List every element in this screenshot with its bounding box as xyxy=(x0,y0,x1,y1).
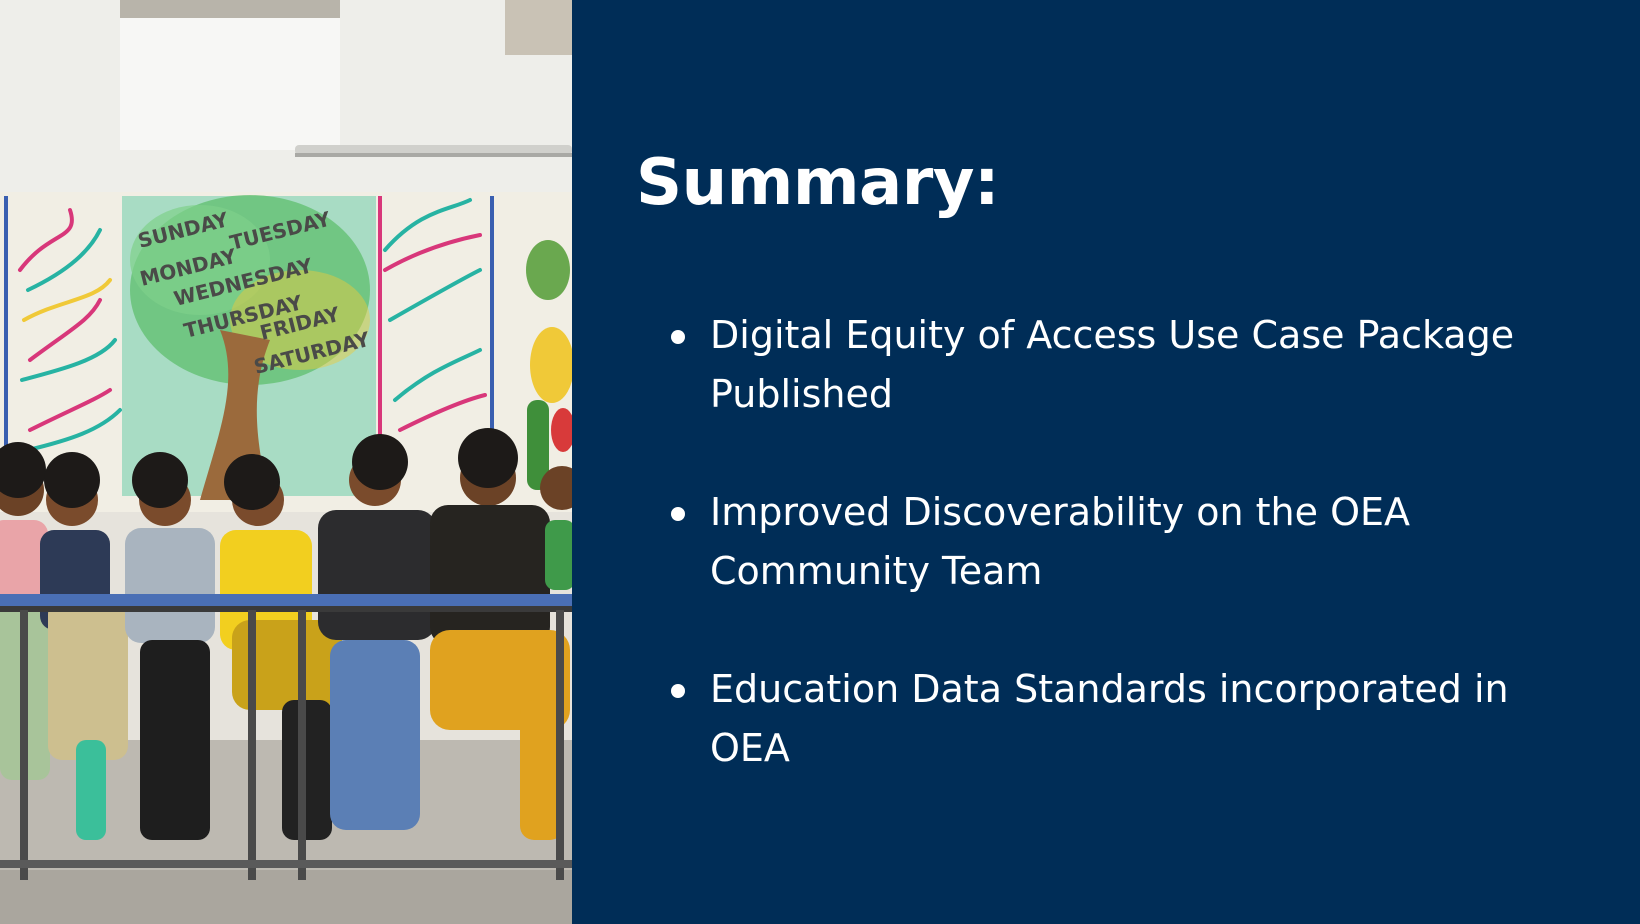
summary-list: Digital Equity of Access Use Case Packag… xyxy=(636,306,1596,837)
students-photo: SUNDAY MONDAY TUESDAY WEDNESDAY THURSDAY… xyxy=(0,0,572,924)
bullet-dot-icon xyxy=(671,330,685,344)
bullet-dot-icon xyxy=(671,684,685,698)
summary-bullet-text: Education Data Standards incorporated in… xyxy=(710,667,1509,770)
summary-bullet: Education Data Standards incorporated in… xyxy=(636,660,1596,778)
summary-bullet-text: Digital Equity of Access Use Case Packag… xyxy=(710,313,1515,416)
summary-panel: Summary: Digital Equity of Access Use Ca… xyxy=(572,0,1640,924)
slide-title: Summary: xyxy=(636,146,1000,220)
summary-bullet: Digital Equity of Access Use Case Packag… xyxy=(636,306,1596,424)
summary-bullet: Improved Discoverability on the OEA Comm… xyxy=(636,483,1596,601)
bullet-dot-icon xyxy=(671,507,685,521)
summary-bullet-text: Improved Discoverability on the OEA Comm… xyxy=(710,490,1411,593)
